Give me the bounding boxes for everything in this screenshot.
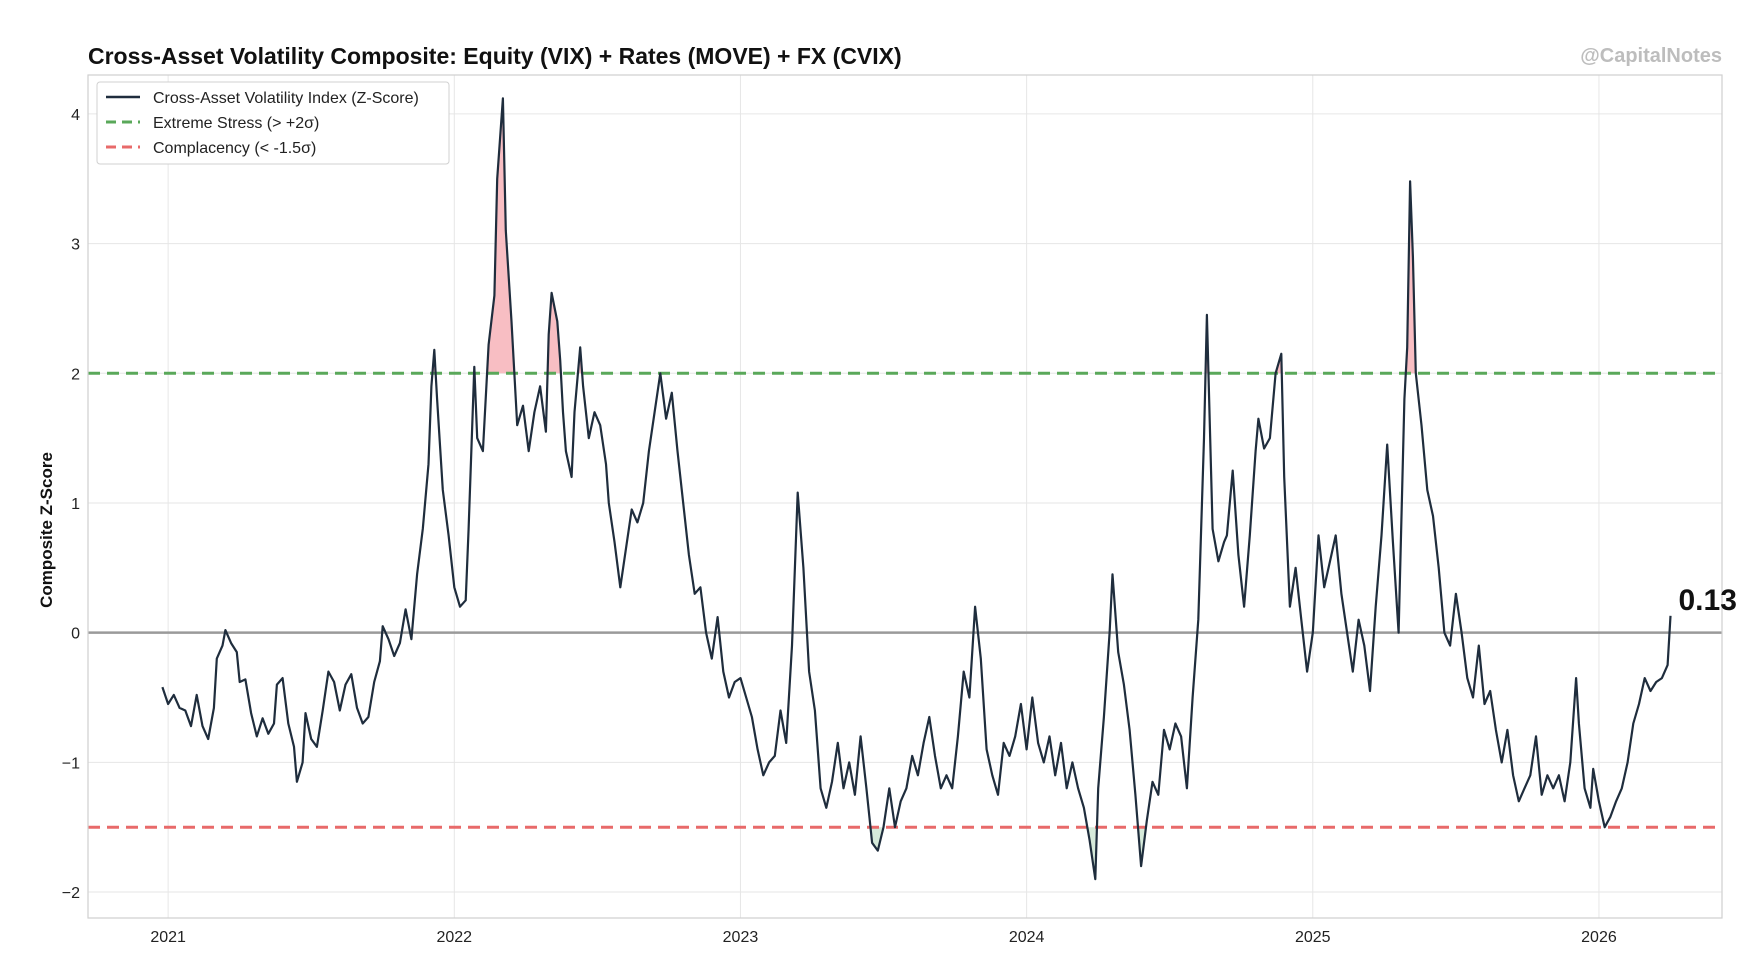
- legend-box: [96, 81, 450, 165]
- legend: Cross-Asset Volatility Index (Z-Score) E…: [96, 81, 450, 165]
- series-line-composite: [161, 97, 1672, 881]
- y-tick-label: 0: [71, 626, 80, 643]
- y-tick-label: 3: [71, 237, 80, 254]
- legend-label-series: Cross-Asset Volatility Index (Z-Score): [153, 90, 419, 107]
- series-layer: [161, 97, 1672, 881]
- x-tick-label: 2026: [1581, 929, 1617, 946]
- x-ticks: 2021 2022 2023 2024 2025 2026: [150, 929, 1617, 946]
- y-tick-label: 2: [71, 366, 80, 383]
- x-tick-label: 2021: [150, 929, 186, 946]
- reference-lines: [88, 371, 1722, 829]
- y-tick-label: 1: [71, 496, 80, 513]
- y-tick-label: −2: [62, 885, 80, 902]
- x-tick-label: 2024: [1009, 929, 1045, 946]
- y-ticks: −2 −1 0 1 2 3 4: [62, 107, 80, 902]
- plot-frame: [87, 74, 1723, 919]
- x-tick-label: 2023: [723, 929, 759, 946]
- y-tick-label: 4: [71, 107, 80, 124]
- last-value-label: 0.13: [1678, 584, 1736, 617]
- y-tick-label: −1: [62, 755, 80, 772]
- legend-label-stress: Extreme Stress (> +2σ): [153, 115, 319, 132]
- x-tick-label: 2022: [436, 929, 472, 946]
- x-tick-label: 2025: [1295, 929, 1331, 946]
- y-axis-label: Composite Z-Score: [37, 452, 56, 608]
- chart-title: Cross-Asset Volatility Composite: Equity…: [88, 43, 902, 69]
- watermark: @CapitalNotes: [1580, 45, 1722, 67]
- legend-label-complacency: Complacency (< -1.5σ): [153, 140, 316, 157]
